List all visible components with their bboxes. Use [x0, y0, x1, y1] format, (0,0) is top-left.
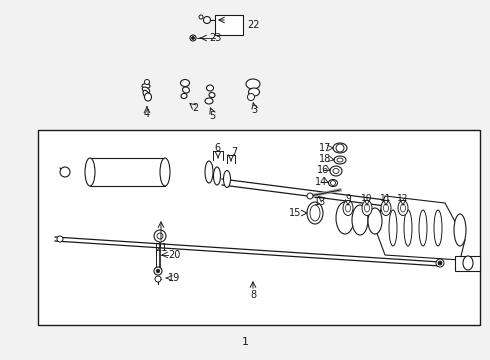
Ellipse shape: [145, 93, 151, 101]
Text: 10: 10: [361, 194, 373, 202]
Ellipse shape: [328, 180, 338, 186]
Ellipse shape: [334, 156, 346, 164]
Text: 11: 11: [380, 194, 392, 202]
Ellipse shape: [248, 88, 260, 96]
Circle shape: [192, 36, 195, 40]
Ellipse shape: [365, 204, 369, 212]
Ellipse shape: [307, 202, 323, 224]
Ellipse shape: [404, 210, 412, 246]
Ellipse shape: [333, 168, 339, 174]
Ellipse shape: [246, 79, 260, 89]
Ellipse shape: [142, 84, 150, 89]
Text: 12: 12: [397, 194, 409, 202]
Circle shape: [247, 94, 254, 100]
Ellipse shape: [310, 205, 320, 221]
Circle shape: [154, 267, 162, 275]
Ellipse shape: [454, 214, 466, 246]
Circle shape: [307, 193, 313, 199]
Text: 21: 21: [155, 243, 167, 253]
Polygon shape: [375, 196, 465, 260]
Circle shape: [145, 80, 149, 85]
Ellipse shape: [381, 201, 391, 216]
Circle shape: [438, 261, 442, 265]
Text: 20: 20: [168, 250, 180, 260]
Ellipse shape: [336, 202, 354, 234]
Ellipse shape: [384, 204, 389, 212]
Text: 16: 16: [317, 165, 329, 175]
Circle shape: [336, 144, 344, 152]
Text: 14: 14: [315, 177, 327, 187]
Text: 4: 4: [144, 109, 150, 119]
Bar: [215, 15, 243, 35]
Circle shape: [203, 17, 211, 23]
Text: 18: 18: [319, 154, 331, 164]
Ellipse shape: [205, 161, 213, 183]
Text: 22: 22: [247, 20, 259, 30]
Circle shape: [436, 259, 444, 267]
Text: 15: 15: [289, 208, 301, 218]
Ellipse shape: [434, 210, 442, 246]
Ellipse shape: [352, 205, 368, 235]
Ellipse shape: [142, 87, 149, 93]
Text: 5: 5: [209, 111, 215, 121]
Text: 7: 7: [231, 147, 237, 157]
Text: 2: 2: [192, 103, 198, 113]
Text: 13: 13: [314, 197, 326, 207]
Ellipse shape: [183, 87, 190, 93]
Text: 23: 23: [209, 33, 221, 43]
Text: 17: 17: [319, 143, 331, 153]
Circle shape: [60, 167, 70, 177]
Ellipse shape: [143, 90, 149, 98]
Circle shape: [155, 276, 161, 282]
Ellipse shape: [160, 158, 170, 186]
Text: 3: 3: [251, 105, 257, 115]
Ellipse shape: [205, 98, 213, 104]
Circle shape: [156, 269, 160, 273]
Ellipse shape: [209, 93, 215, 98]
Ellipse shape: [400, 204, 406, 212]
Circle shape: [330, 180, 336, 185]
Ellipse shape: [463, 256, 473, 270]
Circle shape: [57, 236, 63, 242]
Text: 8: 8: [250, 290, 256, 300]
Ellipse shape: [389, 210, 397, 246]
Ellipse shape: [398, 201, 408, 216]
Ellipse shape: [345, 204, 350, 212]
Ellipse shape: [214, 167, 220, 185]
Circle shape: [154, 230, 166, 242]
Text: 1: 1: [242, 337, 248, 347]
Ellipse shape: [223, 171, 230, 188]
Ellipse shape: [419, 210, 427, 246]
Circle shape: [157, 233, 163, 239]
Bar: [38, 130, 480, 325]
Ellipse shape: [330, 166, 342, 176]
Ellipse shape: [85, 158, 95, 186]
Bar: [90, 158, 165, 186]
Text: 9: 9: [345, 194, 351, 202]
Ellipse shape: [343, 201, 353, 216]
Circle shape: [199, 15, 203, 19]
Ellipse shape: [333, 143, 347, 153]
Ellipse shape: [181, 94, 187, 99]
Ellipse shape: [206, 85, 214, 91]
Circle shape: [190, 35, 196, 41]
Ellipse shape: [337, 158, 343, 162]
Ellipse shape: [180, 80, 190, 86]
Bar: [455, 256, 480, 271]
Ellipse shape: [368, 208, 382, 234]
Ellipse shape: [362, 201, 372, 216]
Text: 19: 19: [168, 273, 180, 283]
Text: 6: 6: [214, 143, 220, 153]
